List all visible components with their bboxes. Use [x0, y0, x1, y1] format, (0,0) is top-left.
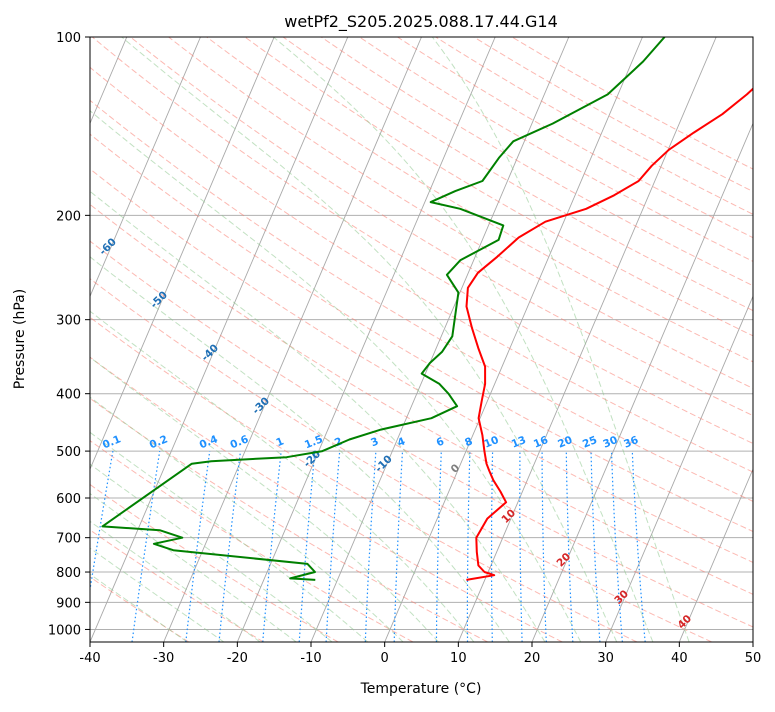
x-tick-label: 0	[381, 651, 389, 666]
y-axis-label: Pressure (hPa)	[12, 289, 28, 389]
y-tick-label: 200	[56, 209, 81, 224]
y-tick-label: 500	[56, 445, 81, 460]
x-axis-label: Temperature (°C)	[360, 681, 482, 697]
y-tick-label: 400	[56, 388, 81, 403]
x-tick-label: 40	[671, 651, 688, 666]
x-tick-label: 50	[745, 651, 762, 666]
x-tick-label: -20	[227, 651, 248, 666]
y-tick-label: 600	[56, 492, 81, 507]
y-tick-label: 800	[56, 566, 81, 581]
x-tick-label: -10	[300, 651, 321, 666]
x-tick-label: 10	[450, 651, 467, 666]
x-tick-label: 20	[524, 651, 541, 666]
y-tick-label: 100	[56, 31, 81, 46]
y-tick-label: 900	[56, 596, 81, 611]
x-tick-label: -40	[79, 651, 100, 666]
x-tick-label: -30	[153, 651, 174, 666]
chart-title: wetPf2_S205.2025.088.17.44.G14	[284, 12, 558, 32]
y-tick-label: 700	[56, 532, 81, 547]
y-tick-label: 1000	[48, 623, 81, 638]
y-tick-label: 300	[56, 314, 81, 329]
x-tick-label: 30	[597, 651, 614, 666]
